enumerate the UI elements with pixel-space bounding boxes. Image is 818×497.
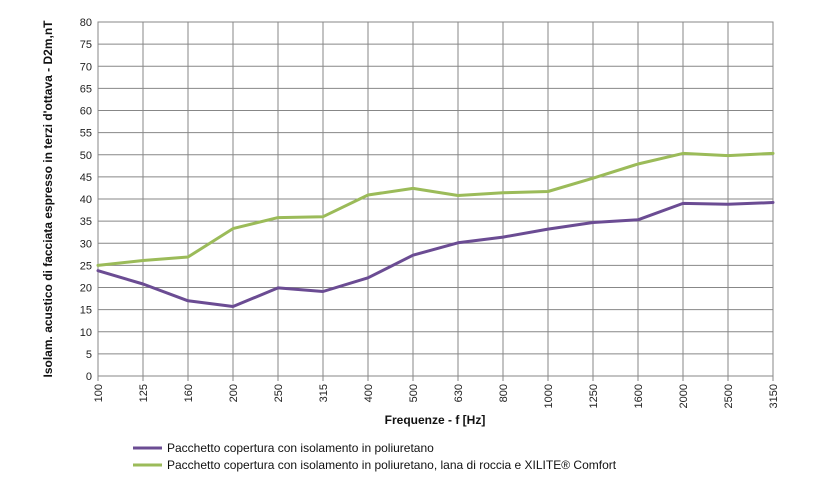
series-line-2: [96, 151, 775, 267]
y-tick-labels: 0 5 10 15 20 25 30 35 40 45 50 55 60 65 70 75 80: [80, 17, 92, 383]
legend-label-2: Pacchetto copertura con isolamento in po…: [167, 458, 617, 472]
legend-label-1: Pacchetto copertura con isolamento in po…: [167, 441, 434, 455]
y-axis-title: Isolam. acustico di facciata espresso in…: [41, 20, 55, 378]
y-tick-label: 20: [80, 283, 92, 295]
y-tick-label: 40: [80, 194, 92, 206]
x-tick-label: 2500: [723, 384, 735, 408]
x-tick-label: 200: [228, 384, 240, 402]
y-tick-label: 45: [80, 172, 92, 184]
x-tick-label: 1600: [633, 384, 645, 408]
y-tick-label: 10: [80, 327, 92, 339]
x-tick-label: 800: [498, 384, 510, 402]
y-tick-label: 60: [80, 106, 92, 118]
y-tick-label: 65: [80, 83, 92, 95]
x-tick-label: 2000: [678, 384, 690, 408]
x-tick-label: 315: [318, 384, 330, 402]
x-tick-label: 3150: [768, 384, 780, 408]
x-tick-label: 160: [183, 384, 195, 402]
x-tick-label: 100: [93, 384, 105, 402]
y-tick-label: 15: [80, 305, 92, 317]
y-tick-label: 35: [80, 216, 92, 228]
x-tick-label: 1000: [543, 384, 555, 408]
series-line-1: [96, 201, 775, 308]
x-tick-label: 630: [453, 384, 465, 402]
y-tick-label: 0: [86, 371, 92, 383]
legend: Pacchetto copertura con isolamento in po…: [133, 441, 617, 472]
series-lines: [96, 151, 775, 308]
y-tick-label: 55: [80, 128, 92, 140]
x-tick-label: 125: [138, 384, 150, 402]
y-tick-label: 70: [80, 61, 92, 73]
y-tick-label: 75: [80, 39, 92, 51]
y-tick-label: 30: [80, 238, 92, 250]
x-tick-labels: 100 125 160 200 250 315 400 500 630 800 1000 1250 16…: [93, 384, 780, 408]
y-tick-label: 80: [80, 17, 92, 29]
x-tick-label: 1250: [588, 384, 600, 408]
x-axis-title: Frequenze - f [Hz]: [385, 413, 486, 427]
x-tick-label: 250: [273, 384, 285, 402]
y-tick-label: 50: [80, 150, 92, 162]
x-tick-label: 400: [363, 384, 375, 402]
y-tick-label: 5: [86, 349, 92, 361]
y-tick-label: 25: [80, 260, 92, 272]
gridlines: [97, 21, 774, 381]
x-tick-label: 500: [408, 384, 420, 402]
